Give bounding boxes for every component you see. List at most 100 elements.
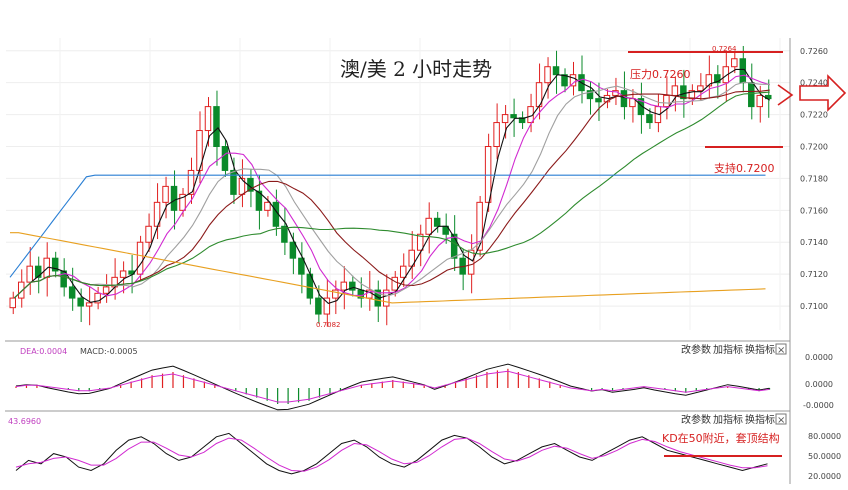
candle-down <box>298 257 305 275</box>
kd-close-button[interactable] <box>775 413 787 425</box>
kd-d-line <box>15 437 768 472</box>
candle-down <box>433 217 441 227</box>
price-tick-label: 0.7240 <box>800 79 828 88</box>
macd-tick-1: 0.0000 <box>805 380 833 389</box>
candle-up <box>756 94 764 108</box>
ma-10-line <box>13 81 770 299</box>
candle-up <box>204 106 212 132</box>
kd-note: KD在50附近，套顶结构 <box>662 431 780 445</box>
kd-close-icon: × <box>777 415 785 426</box>
macd-close-icon: × <box>777 345 785 356</box>
price-axis: 0.7260 0.7240 0.7220 0.7200 0.7180 0.7160 0.71… <box>800 47 828 311</box>
candle-up <box>162 185 169 203</box>
candle-up <box>391 276 398 291</box>
candle-up <box>416 233 424 251</box>
price-tick-label: 0.7200 <box>800 143 828 152</box>
candle-down <box>561 74 568 87</box>
kd-tick-1: 50.0000 <box>808 452 841 461</box>
price-tick-label: 0.7260 <box>800 47 828 56</box>
ma-120-line <box>10 232 766 304</box>
candle-down <box>170 185 178 211</box>
price-tick-label: 0.7100 <box>800 302 828 311</box>
candle-down <box>349 281 356 291</box>
kd-add-indicator-button[interactable]: 加指标 <box>713 413 743 426</box>
price-tick-label: 0.7120 <box>800 270 828 279</box>
candle-down <box>510 114 517 119</box>
ma-3-line <box>13 68 771 305</box>
price-panel <box>9 45 772 327</box>
macd-dif-line <box>15 363 770 411</box>
kd-switch-indicator-button[interactable]: 换指标 <box>745 413 775 426</box>
down-arrow-icon <box>777 84 794 106</box>
candle-up <box>383 289 390 307</box>
candle-up <box>153 201 161 227</box>
candle-down <box>34 265 42 278</box>
candle-down <box>595 98 602 103</box>
candle-down <box>586 90 594 100</box>
candle-down <box>714 74 721 84</box>
candle-up <box>399 265 407 278</box>
macd-add-indicator-button[interactable]: 加指标 <box>713 343 743 356</box>
candle-up <box>179 193 186 211</box>
macd-switch-indicator-button[interactable]: 换指标 <box>745 343 775 356</box>
kd-tick-2: 20.0000 <box>808 472 841 481</box>
resistance-label: 压力0.7260 <box>630 68 691 81</box>
candle-up <box>425 217 432 235</box>
macd-tick-0: 0.0000 <box>805 353 833 362</box>
candle-up <box>629 98 636 108</box>
candle-up <box>323 297 331 315</box>
right-arrow-icon <box>799 74 847 112</box>
candle-up <box>94 292 101 304</box>
candle-up <box>569 74 577 87</box>
candle-up <box>705 74 713 87</box>
candle-down <box>213 106 220 148</box>
candle-up <box>544 66 551 84</box>
candle-down <box>230 169 237 195</box>
price-tick-label: 0.7220 <box>800 111 828 120</box>
candle-up <box>9 297 16 309</box>
candle-up <box>697 85 704 92</box>
macd-close-button[interactable] <box>775 343 787 355</box>
candle-up <box>476 201 483 251</box>
candle-up <box>145 225 152 243</box>
candle-down <box>620 90 628 108</box>
candle-up <box>340 281 348 291</box>
macd-change-params-button[interactable]: 改参数 <box>681 343 711 356</box>
support-label: 支持0.7200 <box>714 161 775 175</box>
candle-down <box>68 286 76 299</box>
candle-up <box>136 241 144 275</box>
ma-15-line <box>13 89 770 299</box>
price-tick-label: 0.7140 <box>800 238 828 247</box>
candle-up <box>264 201 271 211</box>
macd-panel <box>15 363 771 411</box>
candle-down <box>77 297 84 307</box>
candle-up <box>501 114 509 124</box>
macd-tick-2: -0.0000 <box>803 401 834 410</box>
candle-up <box>688 90 696 100</box>
candle-down <box>315 297 322 315</box>
candle-up <box>85 302 93 307</box>
candle-down <box>450 233 458 259</box>
macd-dea-line <box>15 370 770 403</box>
candle-down <box>51 257 59 272</box>
candle-down <box>680 85 687 100</box>
candle-down <box>255 190 263 211</box>
high-price-label: 0.7264 <box>712 45 737 53</box>
candle-up <box>731 58 738 68</box>
candle-up <box>26 265 33 283</box>
grid <box>6 38 791 484</box>
low-price-label: 0.7082 <box>316 321 341 329</box>
kd-change-params-button[interactable]: 改参数 <box>681 413 711 426</box>
candle-down <box>289 241 297 259</box>
kd-value-label: 43.6960 <box>8 417 41 426</box>
ma-6-line <box>13 74 770 299</box>
price-tick-label: 0.7160 <box>800 206 828 215</box>
ma-60-line <box>9 174 766 278</box>
candle-down <box>221 146 229 171</box>
kd-tick-0: 80.0000 <box>808 432 841 441</box>
chart-title: 澳/美 2 小时走势 <box>340 57 492 81</box>
candle-up <box>671 85 679 96</box>
kd-k-line <box>15 432 768 475</box>
candle-up <box>467 249 475 275</box>
